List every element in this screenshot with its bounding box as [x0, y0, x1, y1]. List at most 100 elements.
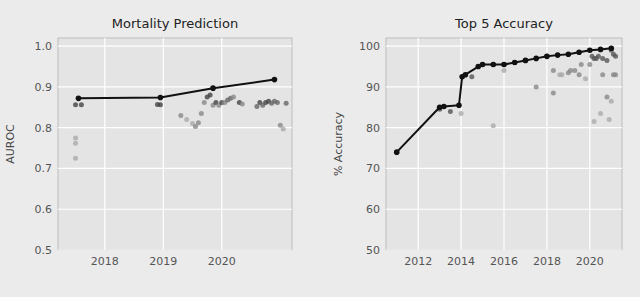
scatter-point — [240, 102, 245, 107]
scatter-point — [594, 56, 599, 61]
grid-line-y — [386, 46, 622, 47]
y-tick-label: 80 — [366, 122, 380, 135]
scatter-point — [202, 100, 207, 105]
grid-line-y — [58, 127, 292, 128]
grid-line-y — [58, 209, 292, 210]
scatter-point — [577, 72, 582, 77]
scatter-point — [178, 113, 183, 118]
plot-area — [58, 38, 292, 250]
scatter-point — [572, 68, 577, 73]
trend-dot — [158, 95, 164, 101]
trend-dot — [480, 62, 486, 68]
grid-line-x — [589, 38, 590, 250]
grid-line-x — [546, 38, 547, 250]
grid-line-x — [104, 38, 105, 250]
grid-line-y — [58, 249, 292, 250]
scatter-point — [73, 156, 78, 161]
x-tick-label: 2016 — [490, 255, 518, 268]
scatter-point — [604, 58, 609, 63]
scatter-point — [611, 72, 616, 77]
grid-line-x — [221, 38, 222, 250]
y-tick-label: 0.9 — [35, 81, 53, 94]
scatter-point — [568, 68, 573, 73]
scatter-point — [281, 126, 286, 131]
figure: 2018 2019 2020 0.5 0.6 0.7 0.8 0.9 1.0 Mortality … — [0, 0, 640, 297]
scatter-point — [523, 58, 528, 63]
trend-dot — [272, 77, 278, 83]
scatter-point — [73, 102, 78, 107]
grid-line-y — [386, 168, 622, 169]
scatter-point — [512, 60, 517, 65]
x-tick-label: 2019 — [149, 255, 177, 268]
x-tick-label: 2018 — [91, 255, 119, 268]
grid-line-y — [386, 86, 622, 87]
scatter-point — [534, 84, 539, 89]
trend-dot — [566, 52, 572, 58]
scatter-point — [559, 72, 564, 77]
scatter-point — [480, 62, 485, 67]
trend-dot — [587, 47, 593, 53]
scatter-point — [491, 62, 496, 67]
grid-line-y — [386, 249, 622, 250]
scatter-point — [208, 93, 213, 98]
scatter-point — [551, 68, 556, 73]
scatter-point — [598, 111, 603, 116]
scatter-point — [589, 54, 594, 59]
y-axis-label: AUROC — [4, 124, 17, 164]
scatter-point — [158, 102, 163, 107]
data-layer — [73, 77, 289, 161]
trend-dot — [501, 62, 507, 68]
y-tick-label: 60 — [366, 203, 380, 216]
trend-dot — [555, 52, 561, 58]
scatter-point — [275, 100, 280, 105]
scatter-point — [199, 111, 204, 116]
scatter-point — [502, 68, 507, 73]
x-tick-label: 2020 — [208, 255, 236, 268]
grid-line-y — [58, 168, 292, 169]
scatter-point — [73, 135, 78, 140]
y-tick-label: 70 — [366, 162, 380, 175]
x-tick-label: 2014 — [447, 255, 475, 268]
scatter-point — [607, 117, 612, 122]
scatter-point — [284, 101, 289, 106]
scatter-point — [579, 62, 584, 67]
grid-line-y — [386, 209, 622, 210]
scatter-point — [551, 91, 556, 96]
scatter-point — [184, 117, 189, 122]
trend-dot — [490, 62, 496, 68]
title: Mortality Prediction — [112, 16, 238, 31]
x-tick-label: 2012 — [404, 255, 432, 268]
scatter-point — [600, 72, 605, 77]
trend-dot — [544, 54, 550, 60]
y-tick-label: 0.7 — [35, 162, 53, 175]
scatter-point — [502, 62, 507, 67]
grid-line-y — [58, 86, 292, 87]
trend-dot — [608, 45, 614, 51]
y-tick-label: 1.0 — [35, 40, 53, 53]
scatter-point — [79, 102, 84, 107]
trend-dot — [210, 85, 216, 91]
trend-dot — [441, 104, 447, 110]
grid-line-x — [418, 38, 419, 250]
scatter-point — [231, 95, 236, 100]
trend-dot — [523, 58, 529, 64]
trend-dot — [512, 60, 518, 66]
trend-dot — [463, 72, 469, 78]
trend-dot — [456, 102, 462, 108]
y-tick-label: 0.5 — [35, 244, 53, 257]
scatter-point — [587, 62, 592, 67]
plot-area — [386, 38, 622, 250]
scatter-point — [609, 99, 614, 104]
trend-dot — [533, 56, 539, 62]
data-layer — [394, 45, 618, 155]
scatter-point — [583, 76, 588, 81]
grid-line-y — [58, 46, 292, 47]
scatter-point — [592, 119, 597, 124]
scatter-point — [544, 54, 549, 59]
scatter-point — [254, 104, 259, 109]
y-tick-label: 0.8 — [35, 122, 53, 135]
y-tick-label: 0.6 — [35, 203, 53, 216]
scatter-point — [613, 54, 618, 59]
scatter-point — [448, 109, 453, 114]
x-tick-label: 2020 — [576, 255, 604, 268]
